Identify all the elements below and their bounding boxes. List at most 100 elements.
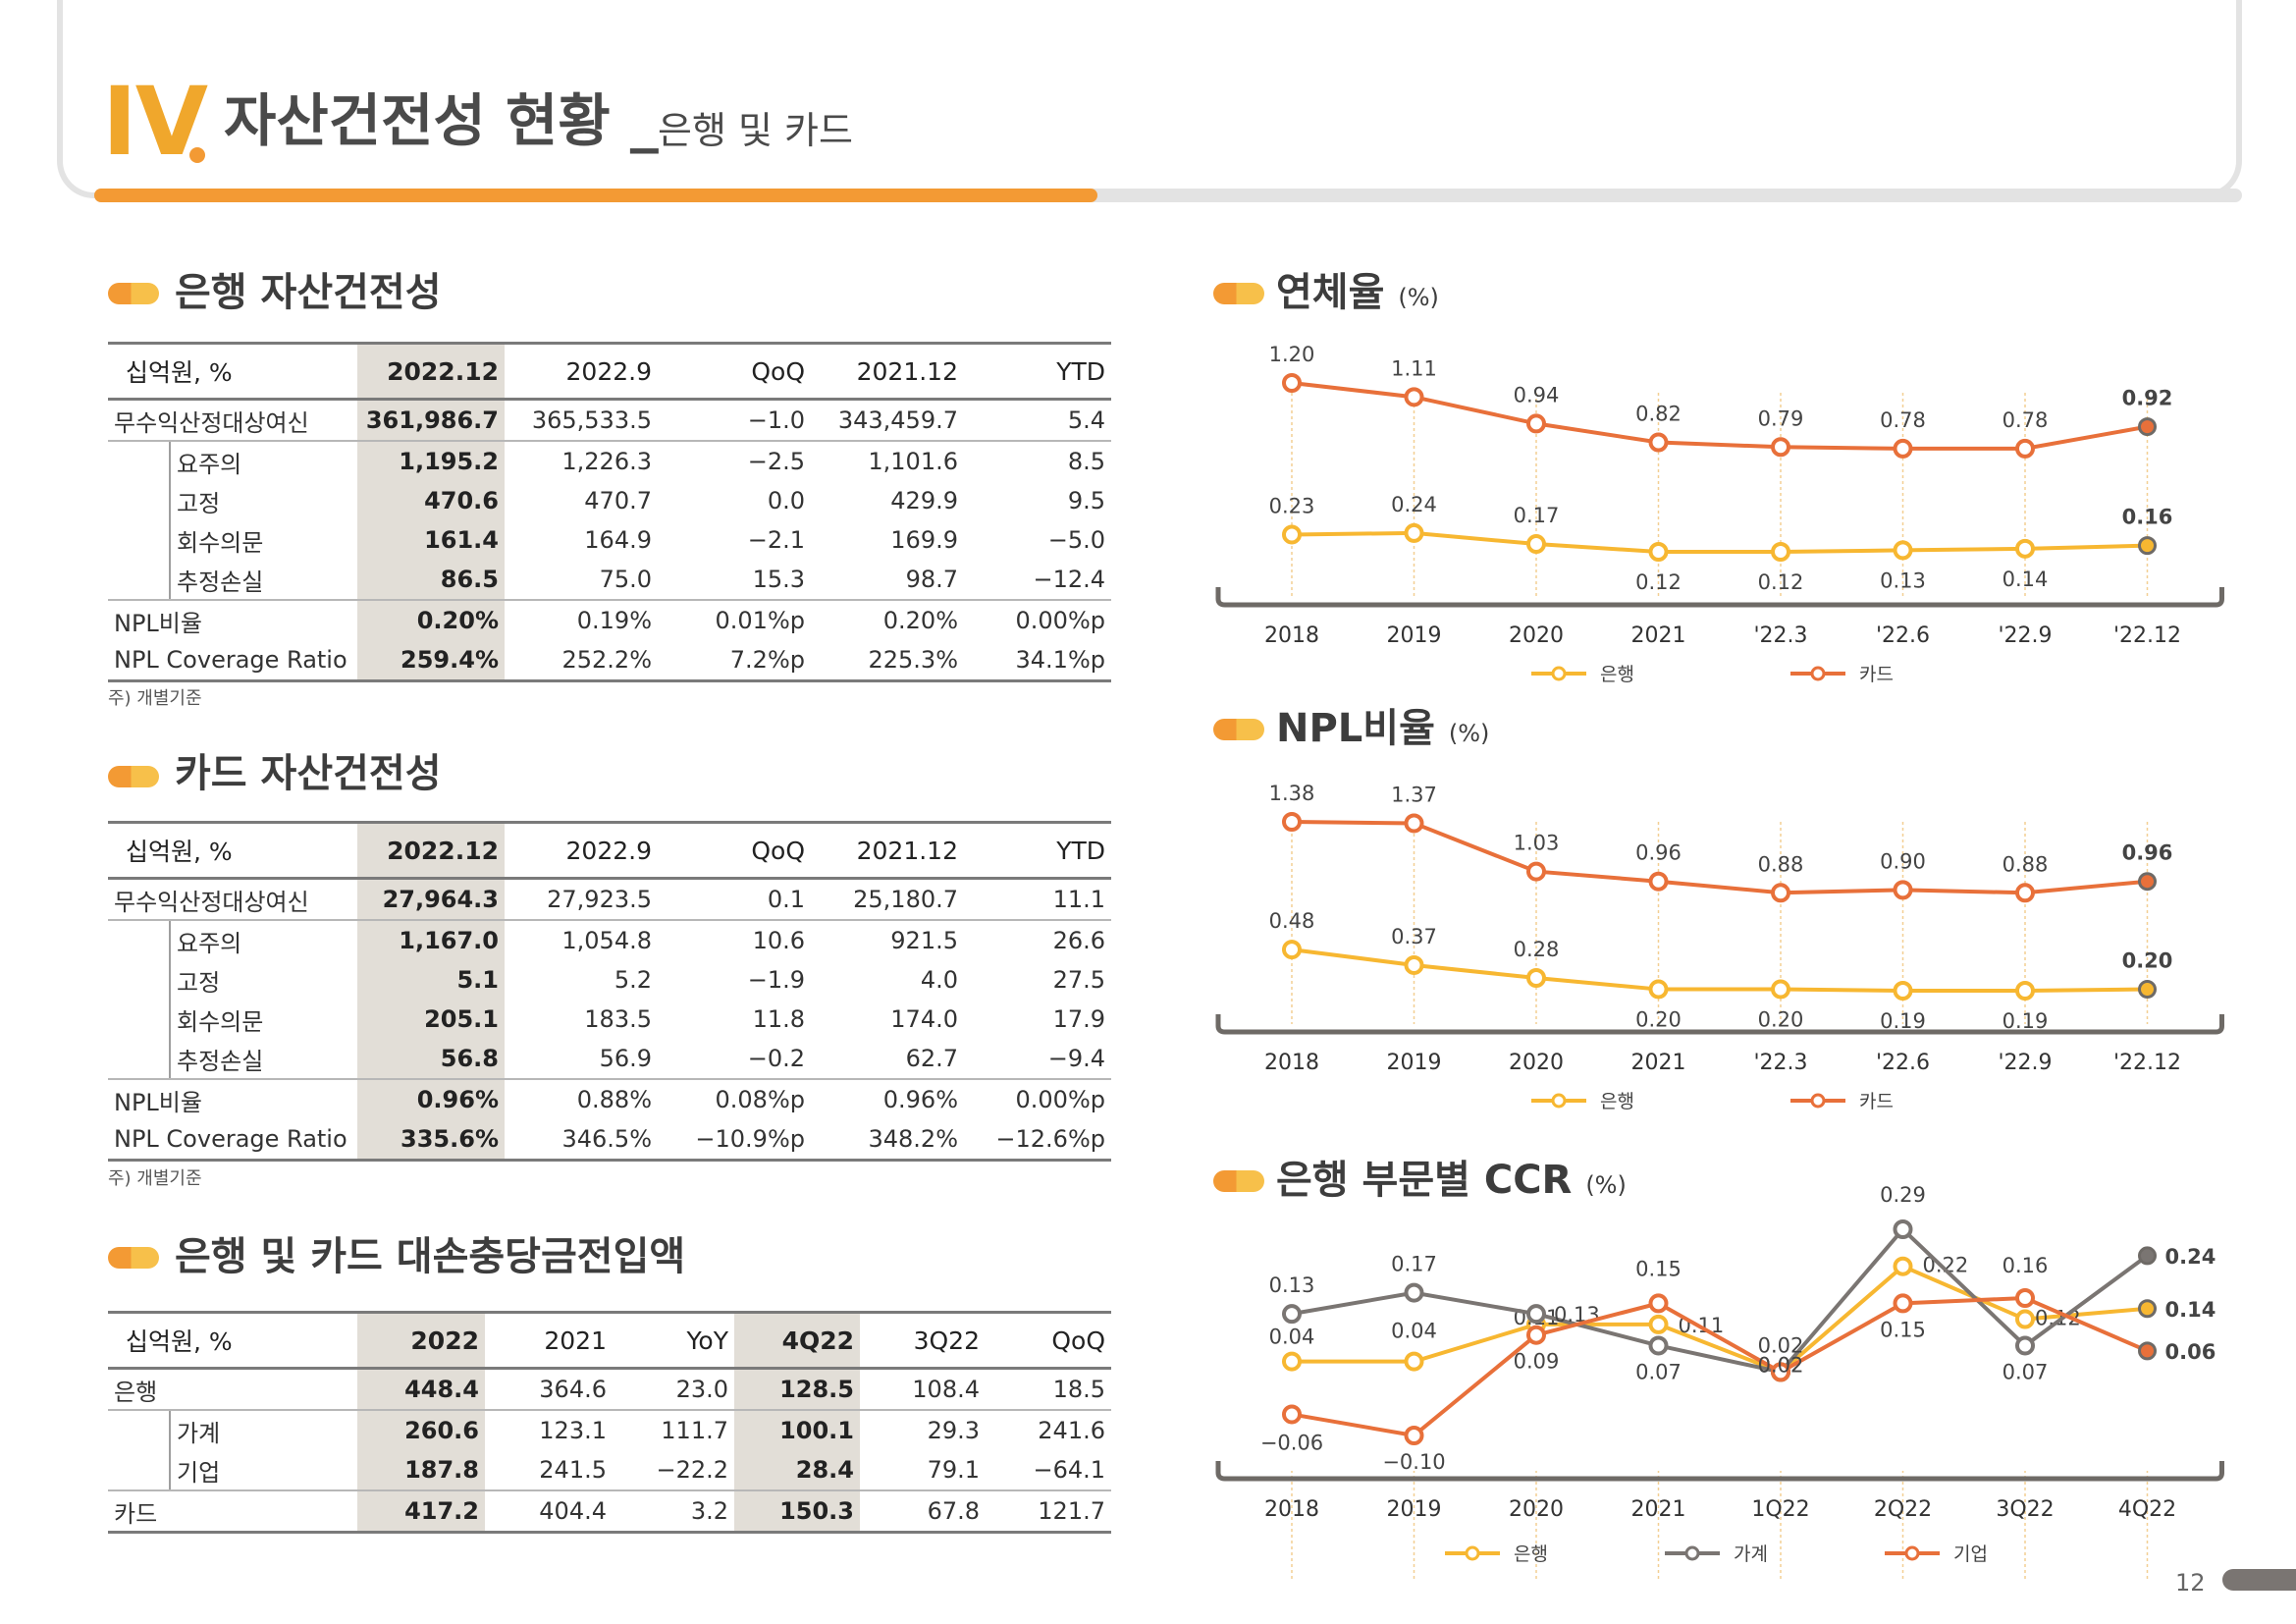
table-row: 회수의문 161.4 164.9 −2.1 169.9 −5.0	[108, 520, 1111, 560]
data-label: 0.20	[1635, 1008, 1682, 1032]
legend-label: 가계	[1734, 1543, 1768, 1565]
column-header: 십억원, %	[108, 1311, 357, 1370]
table-cell: 67.8	[860, 1489, 986, 1534]
column-header: QoQ	[658, 342, 811, 401]
data-label: 0.48	[1269, 909, 1315, 933]
table-cell: 25,180.7	[853, 886, 958, 913]
table-cell: 27,923.5	[547, 886, 652, 913]
data-label: 1.11	[1391, 356, 1437, 380]
bullet-icon	[108, 1247, 159, 1269]
column-header: 십억원, %	[108, 821, 357, 880]
table-cell: 921.5	[811, 919, 964, 960]
table-cell: 183.5	[584, 1005, 652, 1033]
legend-marker	[1810, 1093, 1826, 1109]
series-line-가계	[1291, 1226, 2149, 1375]
data-point	[1893, 981, 1913, 1001]
data-point	[1893, 438, 1913, 459]
delinquency-chart-title: 연체율 (%)	[1276, 270, 1439, 315]
x-axis	[1215, 587, 2224, 608]
row-label: 은행	[114, 1378, 158, 1406]
series-line-은행	[1291, 530, 2148, 554]
table-cell: −22.2	[656, 1456, 728, 1484]
data-label: 0.20	[1758, 1008, 1804, 1032]
data-label: 0.16	[2002, 1254, 2049, 1277]
data-point	[1771, 437, 1790, 458]
data-point	[2015, 981, 2035, 1001]
data-point	[1282, 524, 1302, 545]
series-line-기업	[1291, 1295, 2149, 1438]
data-label: 0.94	[1514, 383, 1560, 406]
series-line-카드	[1291, 820, 2148, 895]
table-cell: 0.20%	[357, 599, 505, 640]
table-cell: 361,986.7	[357, 399, 505, 441]
table-row: 무수익산정대상여신 361,986.7 365,533.5 −1.0 343,459.7…	[108, 399, 1111, 441]
column-header: 2022.9	[505, 342, 658, 401]
legend-item: 카드	[1790, 1091, 1894, 1112]
data-label: 0.09	[1514, 1350, 1560, 1374]
series-line-은행	[1292, 1264, 2148, 1375]
data-label: 0.88	[1758, 852, 1804, 876]
x-tick-label: '22.9	[1998, 623, 2052, 648]
data-label: 0.17	[1514, 504, 1560, 527]
column-header: QoQ	[658, 821, 811, 880]
table-cell: 100.1	[734, 1409, 860, 1450]
data-point	[1648, 432, 1669, 453]
x-tick-label: 2018	[1264, 1051, 1319, 1075]
table-cell: 62.7	[905, 1045, 958, 1072]
data-point	[1648, 1314, 1669, 1334]
table-cell: 0.1	[767, 886, 805, 913]
table-cell: 121.7	[986, 1489, 1111, 1534]
data-label: 0.14	[2002, 568, 2049, 591]
table-cell: 364.6	[539, 1376, 607, 1403]
data-point	[2138, 1341, 2157, 1361]
table-cell: 128.5	[734, 1368, 860, 1410]
table-cell: 252.2%	[505, 640, 658, 682]
data-point	[1404, 387, 1424, 407]
table-cell: 241.6	[986, 1409, 1111, 1450]
row-label: NPL비율	[108, 1078, 357, 1119]
table-header-row: 십억원, % 2022 2021 YoY 4Q22 3Q22 QoQ	[108, 1311, 1111, 1370]
data-label: 0.29	[1880, 1183, 1926, 1207]
row-label: 고정	[108, 481, 357, 520]
table-row: 무수익산정대상여신 27,964.3 27,923.5 0.1 25,180.7 11.1	[108, 878, 1111, 920]
table-row: 요주의 1,195.2 1,226.3 −2.5 1,101.6 8.5	[108, 440, 1111, 481]
x-tick-label: 3Q22	[1996, 1497, 2054, 1522]
data-label: 0.20	[2122, 949, 2173, 973]
data-label: 1.03	[1514, 832, 1560, 855]
table-cell: 343,459.7	[837, 406, 958, 434]
table-cell: 1,167.0	[357, 919, 505, 960]
data-label: 0.15	[1635, 1257, 1682, 1280]
table-cell: 5.4	[1067, 406, 1105, 434]
series-line-카드	[1291, 381, 2148, 451]
table-cell: 1,054.8	[505, 919, 658, 960]
card-asset-quality-table: 십억원, % 2022.12 2022.9 QoQ 2021.12 YTD 무수익산정대상여…	[108, 821, 1111, 1162]
x-tick-label: 2019	[1387, 1051, 1442, 1075]
data-label: 0.13	[1880, 568, 1926, 592]
column-header: 2022.12	[357, 821, 505, 880]
table-cell: 0.20%	[811, 599, 964, 640]
data-point	[2138, 1299, 2157, 1319]
bullet-icon	[1213, 719, 1264, 740]
table-cell: 0.00%p	[964, 1078, 1111, 1119]
data-point	[1648, 1293, 1669, 1314]
x-tick-label: '22.12	[2113, 1051, 2181, 1075]
page-title: 자산건전성 현황 _	[224, 87, 659, 154]
data-label: 0.82	[1635, 403, 1682, 426]
table-cell: 365,533.5	[531, 406, 652, 434]
data-point	[1526, 1304, 1546, 1325]
row-label: 요주의	[108, 440, 357, 481]
row-label: 카드	[108, 1489, 357, 1534]
data-label: 0.07	[2002, 1360, 2049, 1383]
table-cell: −10.9%p	[658, 1119, 811, 1162]
table-cell: −2.1	[747, 526, 805, 554]
legend-label: 카드	[1859, 1091, 1894, 1112]
legend-marker	[1465, 1545, 1480, 1561]
data-point	[2138, 872, 2157, 892]
table-row: 추정손실 56.8 56.9 −0.2 62.7 −9.4	[108, 1039, 1111, 1079]
data-point	[1404, 954, 1424, 975]
legend-item: 은행	[1445, 1543, 1548, 1565]
provision-table-title: 은행 및 카드 대손충당금전입액	[175, 1234, 686, 1279]
data-point	[2015, 438, 2035, 459]
bullet-icon	[1213, 1170, 1264, 1192]
legend-label: 카드	[1859, 664, 1894, 685]
